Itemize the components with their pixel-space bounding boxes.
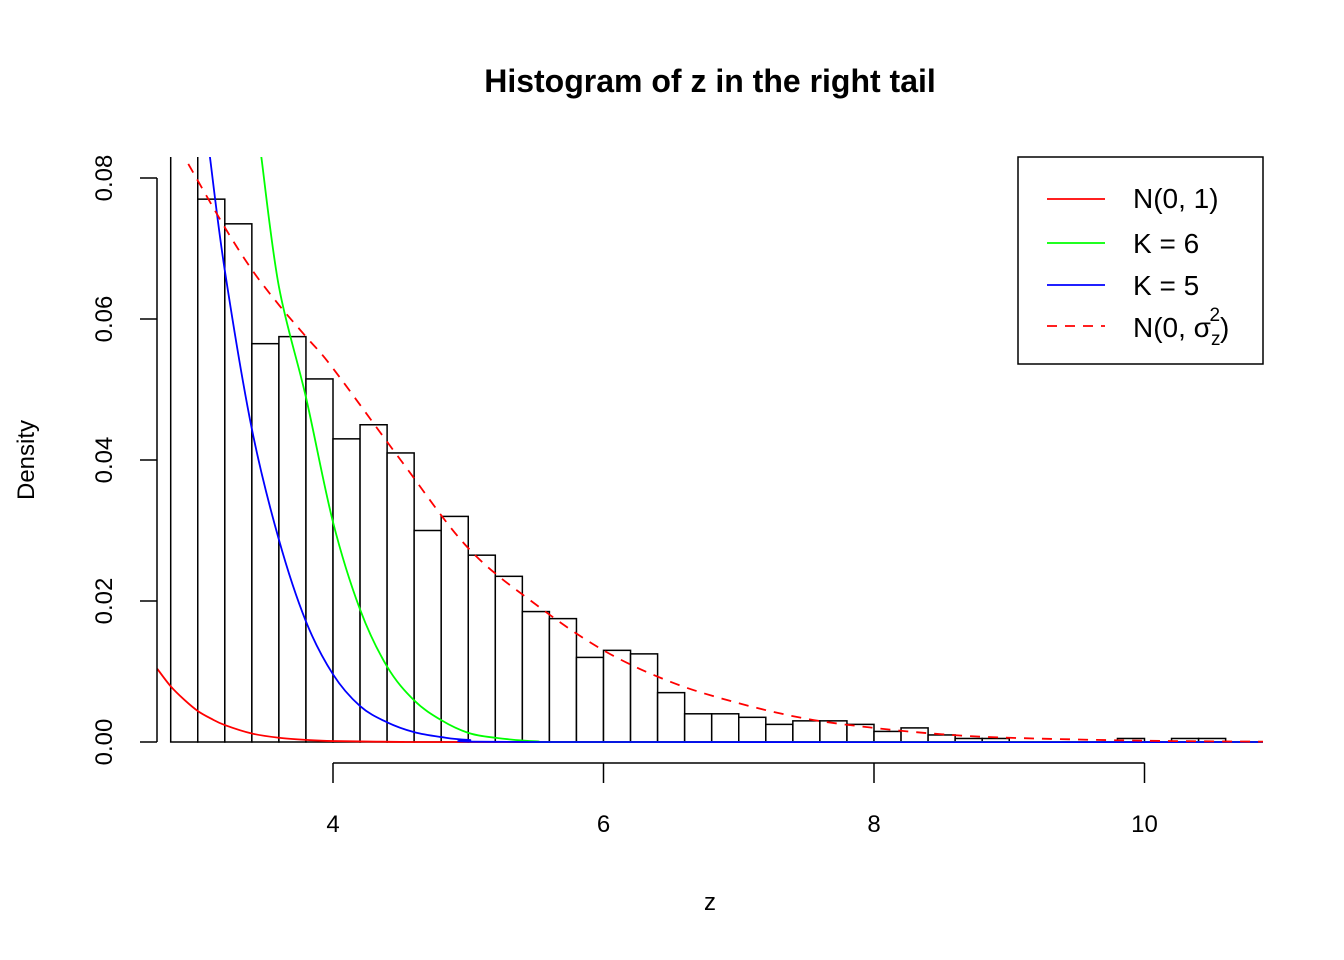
legend-label-end: ) [1220, 312, 1229, 343]
histogram-bar [738, 716, 767, 743]
x-tick-label: 10 [1131, 811, 1158, 838]
histogram-bar [521, 610, 551, 743]
histogram-bar [169, 157, 199, 743]
legend-label-n0sigma: N(0, σz 2) [1133, 305, 1229, 350]
histogram-bar [278, 335, 307, 743]
histogram-bar [683, 713, 713, 743]
curve-n-0-z- [187, 163, 1263, 743]
histogram-bar [467, 554, 497, 743]
y-axis: 0.00 0.02 0.04 0.06 0.08 [91, 155, 158, 766]
y-tick-label: 0.04 [91, 437, 118, 484]
histogram-bar [251, 342, 280, 743]
y-axis-title: Density [13, 420, 40, 500]
histogram-bar [873, 730, 902, 743]
histogram-bar [224, 223, 253, 743]
legend-label-k6: K = 6 [1133, 228, 1199, 259]
histogram-bar [386, 452, 415, 743]
curve-k-5 [209, 157, 1263, 744]
histogram-bar [629, 653, 659, 743]
x-tick-label: 4 [326, 811, 339, 838]
histogram-bar [602, 649, 632, 743]
legend-label-k5: K = 5 [1133, 270, 1199, 301]
x-tick-label: 6 [597, 811, 610, 838]
histogram-bar [413, 529, 442, 743]
y-tick-label: 0.08 [91, 155, 118, 202]
legend: N(0, 1) K = 6 K = 5 N(0, σz 2) [1017, 156, 1264, 365]
histogram-bar [440, 515, 470, 743]
histogram-bar [900, 727, 929, 743]
legend-box [1017, 156, 1264, 365]
legend-label-sub: z [1211, 329, 1221, 350]
histogram-bar [332, 438, 361, 743]
x-axis-title: z [704, 889, 716, 916]
histogram-bar [197, 198, 226, 743]
histogram-bars [169, 157, 1227, 743]
y-tick-label: 0.02 [91, 578, 118, 625]
histogram-bar [792, 720, 821, 743]
y-tick-label: 0.00 [91, 719, 118, 766]
histogram-bar [359, 424, 388, 743]
y-tick-label: 0.06 [91, 296, 118, 343]
histogram-bar [819, 720, 848, 743]
histogram-bar [305, 378, 334, 743]
x-tick-label: 8 [867, 811, 880, 838]
histogram-bar [494, 575, 524, 743]
histogram-bar [710, 713, 740, 743]
x-axis: 4 6 8 10 [326, 762, 1158, 838]
histogram-bar [548, 617, 578, 743]
legend-label-sup: 2 [1209, 305, 1220, 326]
density-curves [157, 157, 1263, 744]
legend-label-main: N(0, σ [1133, 312, 1211, 343]
histogram-bar [765, 723, 794, 743]
histogram-bar [656, 691, 686, 743]
histogram-bar [575, 656, 605, 743]
histogram-bar [927, 734, 956, 743]
chart-title: Histogram of z in the right tail [484, 63, 936, 99]
legend-label-n01: N(0, 1) [1133, 183, 1219, 214]
